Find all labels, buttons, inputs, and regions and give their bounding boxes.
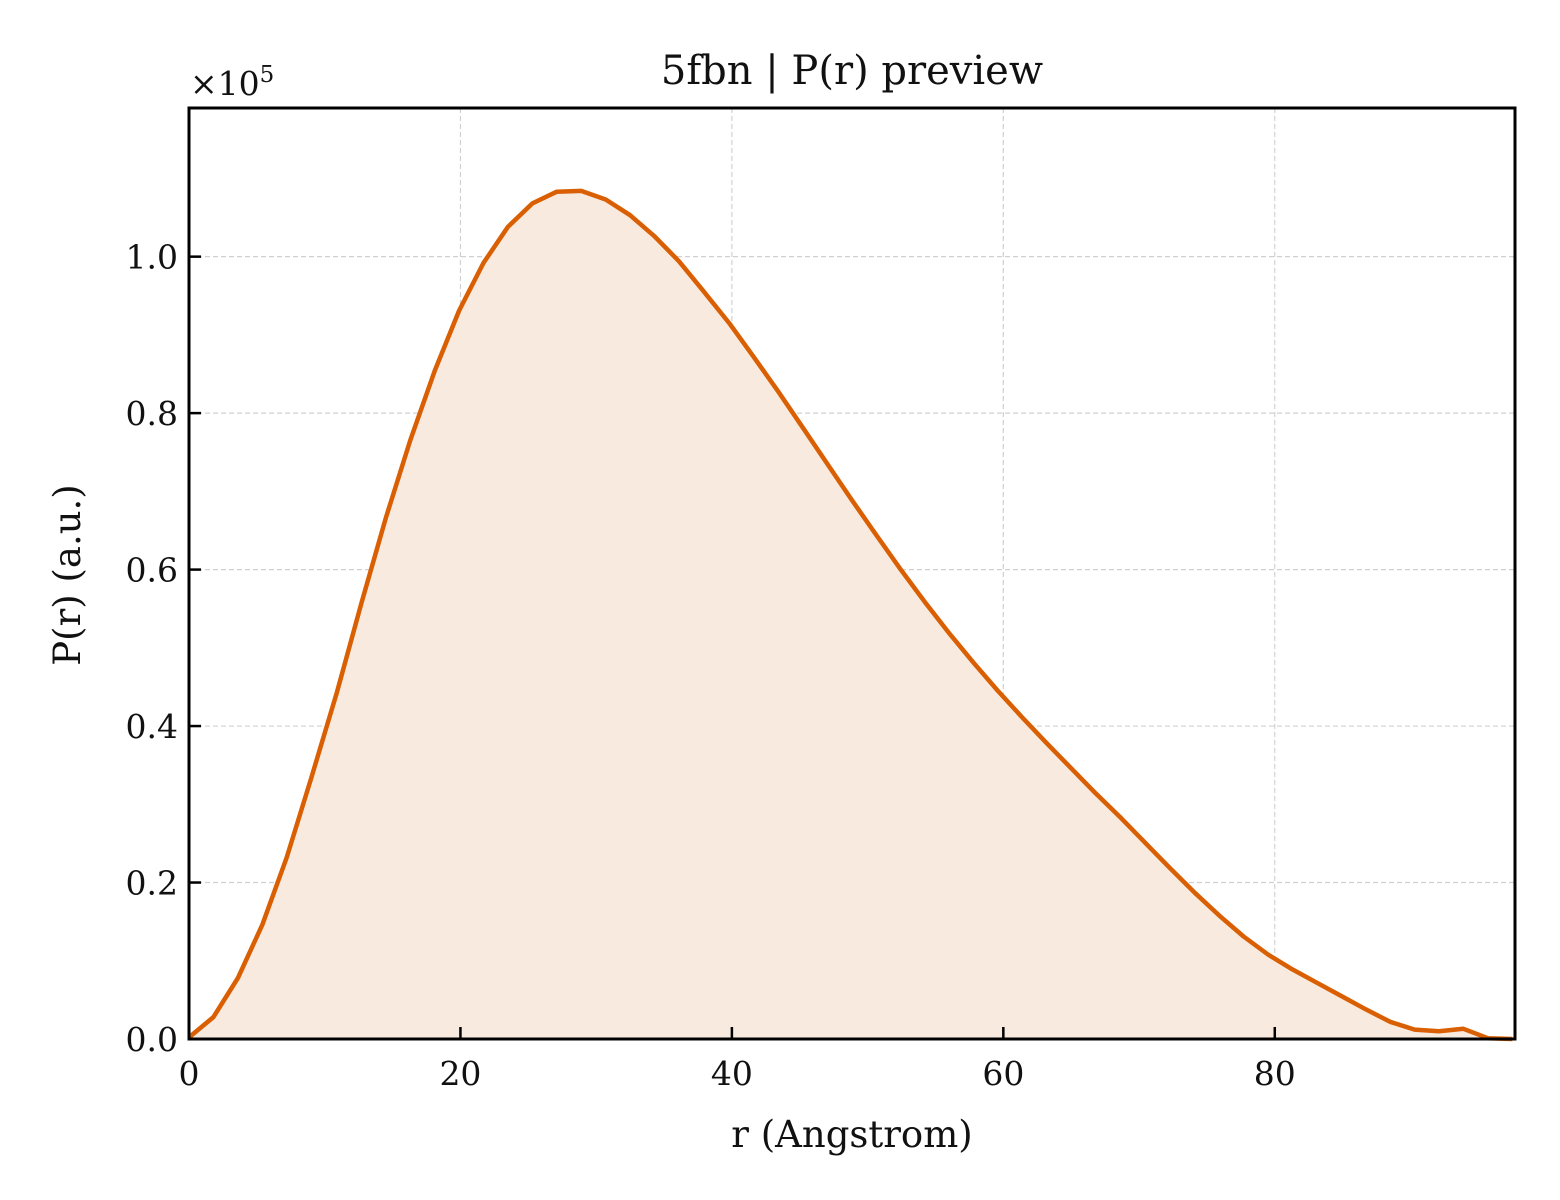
- y-multiplier-exponent: 5: [260, 62, 275, 88]
- area-fill: [189, 190, 1513, 1039]
- x-tick-label: 80: [1254, 1054, 1296, 1093]
- chart-title: 5fbn | P(r) preview: [661, 48, 1043, 94]
- x-tick-label: 60: [982, 1054, 1024, 1093]
- ticks: 0 20 40 60 80 0.0 0.2 0.4 0.6 0.8 1.0: [126, 238, 1296, 1093]
- x-tick-label: 20: [439, 1054, 481, 1093]
- pr-series-line: [187, 188, 1513, 1042]
- plot-frame: [187, 106, 1517, 1041]
- y-axis-label: P(r) (a.u.): [46, 484, 89, 666]
- y-tick-label: 0.0: [126, 1020, 178, 1059]
- x-tick-label: 0: [179, 1054, 200, 1093]
- y-tick-label: 0.2: [126, 864, 178, 903]
- y-tick-label: 0.8: [126, 394, 178, 433]
- y-tick-label: 0.4: [126, 707, 178, 746]
- y-tick-label: 1.0: [126, 238, 178, 277]
- y-tick-label: 0.6: [126, 551, 178, 590]
- x-axis-label: r (Angstrom): [731, 1113, 972, 1156]
- y-axis-multiplier: ×105: [190, 62, 274, 103]
- y-multiplier-base: ×10: [190, 64, 260, 103]
- x-tick-label: 40: [711, 1054, 753, 1093]
